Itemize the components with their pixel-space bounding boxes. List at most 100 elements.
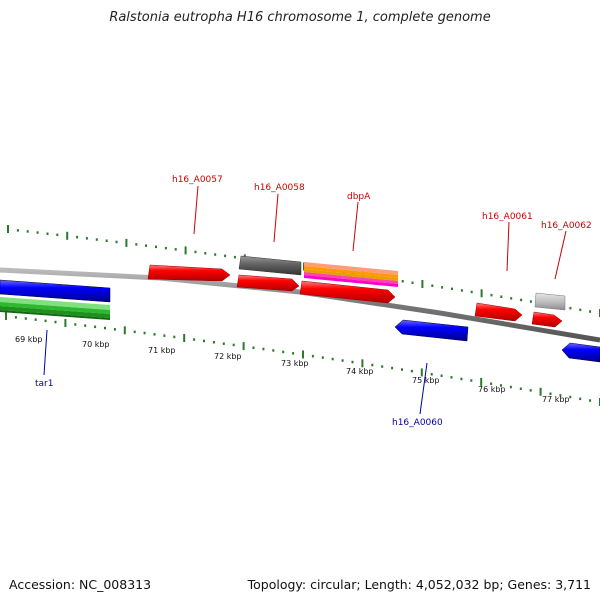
minor-tick <box>14 316 17 319</box>
genome-summary-text: Topology: circular; Length: 4,052,032 bp… <box>247 577 591 592</box>
minor-tick <box>252 346 255 349</box>
minor-tick <box>76 235 79 239</box>
major-tick <box>123 326 126 335</box>
minor-tick <box>520 298 523 302</box>
tick-label: 69 kbp <box>15 335 43 344</box>
misc-feature-h16_A0062[interactable] <box>534 292 566 311</box>
minor-tick <box>589 399 592 402</box>
minor-tick <box>490 293 493 297</box>
minor-tick <box>115 240 118 244</box>
minor-tick <box>194 250 197 254</box>
feature-dbpA-multicolor[interactable] <box>304 262 398 287</box>
minor-tick <box>440 374 443 377</box>
minor-tick <box>16 229 19 232</box>
minor-tick <box>401 280 404 283</box>
gene-label-h16_A0062[interactable]: h16_A0062 <box>541 221 592 231</box>
label-leaders <box>43 185 567 415</box>
minor-tick <box>311 354 314 358</box>
major-tick <box>539 387 542 396</box>
major-tick <box>361 359 364 368</box>
major-tick <box>5 312 7 320</box>
minor-tick <box>214 253 217 256</box>
gene-arrow-h16_A0058-lower[interactable] <box>236 274 300 292</box>
minor-tick <box>411 281 414 284</box>
minor-tick <box>145 244 148 247</box>
major-tick <box>7 225 9 233</box>
minor-tick <box>95 238 98 241</box>
gene-label-tar1[interactable]: tar1 <box>35 379 53 389</box>
accession-text: Accession: NC_008313 <box>9 577 152 592</box>
major-tick <box>242 342 245 351</box>
gene-label-h16_A0057[interactable]: h16_A0057 <box>172 175 223 185</box>
minor-tick <box>569 395 572 399</box>
minor-tick <box>519 387 522 390</box>
gene-arrow-h16_A0061[interactable] <box>474 302 523 322</box>
minor-tick <box>94 325 97 329</box>
minor-tick <box>579 308 582 312</box>
minor-tick <box>164 246 167 250</box>
gene-arrow-h16_A0062[interactable] <box>531 311 563 328</box>
minor-tick <box>173 335 176 339</box>
minor-tick <box>104 326 106 330</box>
minor-tick <box>85 237 88 240</box>
minor-tick <box>232 343 235 347</box>
minor-tick <box>410 369 413 373</box>
lower-tick-track <box>5 312 600 406</box>
minor-tick <box>222 342 225 345</box>
minor-tick <box>56 233 59 237</box>
tick-label: 75 kbp <box>412 376 440 385</box>
minor-tick <box>321 356 324 359</box>
gene-arrow-reverse-left[interactable] <box>0 279 111 303</box>
minor-tick <box>292 352 295 355</box>
tick-label: 74 kbp <box>346 367 374 376</box>
minor-tick <box>579 397 582 401</box>
minor-tick <box>470 379 473 382</box>
gene-arrow-h16_A0057[interactable] <box>147 264 231 282</box>
tick-label: 73 kbp <box>281 359 309 368</box>
major-tick <box>64 319 67 327</box>
minor-tick <box>401 368 403 371</box>
minor-tick <box>559 394 562 397</box>
minor-tick <box>450 376 453 379</box>
major-tick <box>302 350 304 359</box>
gene-label-dbpA[interactable]: dbpA <box>347 192 371 202</box>
forward-genes <box>147 264 563 328</box>
minor-tick <box>510 297 513 300</box>
minor-tick <box>163 334 166 337</box>
minor-tick <box>549 392 552 395</box>
minor-tick <box>500 295 503 298</box>
page-title: Ralstonia eutropha H16 chromosome 1, com… <box>109 10 491 25</box>
minor-tick <box>272 349 275 352</box>
minor-tick <box>155 245 157 249</box>
reverse-genes <box>0 279 600 363</box>
minor-tick <box>381 365 384 368</box>
minor-tick <box>341 359 344 362</box>
rna-feature-tar1[interactable] <box>0 297 110 320</box>
minor-tick <box>54 320 57 324</box>
gene-arrow-h16_A0060[interactable] <box>394 319 469 342</box>
major-tick <box>420 368 423 377</box>
tick-label: 77 kbp <box>542 395 570 404</box>
tick-label: 71 kbp <box>148 346 176 355</box>
pseudo-feature-h16_A0058[interactable] <box>238 255 302 276</box>
minor-tick <box>569 306 572 310</box>
gene-label-h16_A0061[interactable]: h16_A0061 <box>482 212 533 222</box>
major-tick <box>184 246 187 255</box>
gene-arrow-dbpA-lower[interactable] <box>299 280 396 304</box>
minor-tick <box>351 360 354 364</box>
gene-arrow-reverse-right[interactable] <box>561 342 600 363</box>
minor-tick <box>46 232 49 235</box>
minor-tick <box>430 373 433 376</box>
gene-label-h16_A0058[interactable]: h16_A0058 <box>254 183 305 193</box>
minor-tick <box>203 339 205 343</box>
minor-tick <box>451 287 453 291</box>
gene-labels: h16_A0057 h16_A0058 dbpA h16_A0061 h16_A… <box>35 175 592 428</box>
minor-tick <box>371 363 374 367</box>
minor-tick <box>233 255 236 259</box>
minor-tick <box>212 341 215 344</box>
forward-misc-features <box>238 255 566 311</box>
minor-tick <box>529 300 532 303</box>
gene-label-h16_A0060[interactable]: h16_A0060 <box>392 418 443 428</box>
